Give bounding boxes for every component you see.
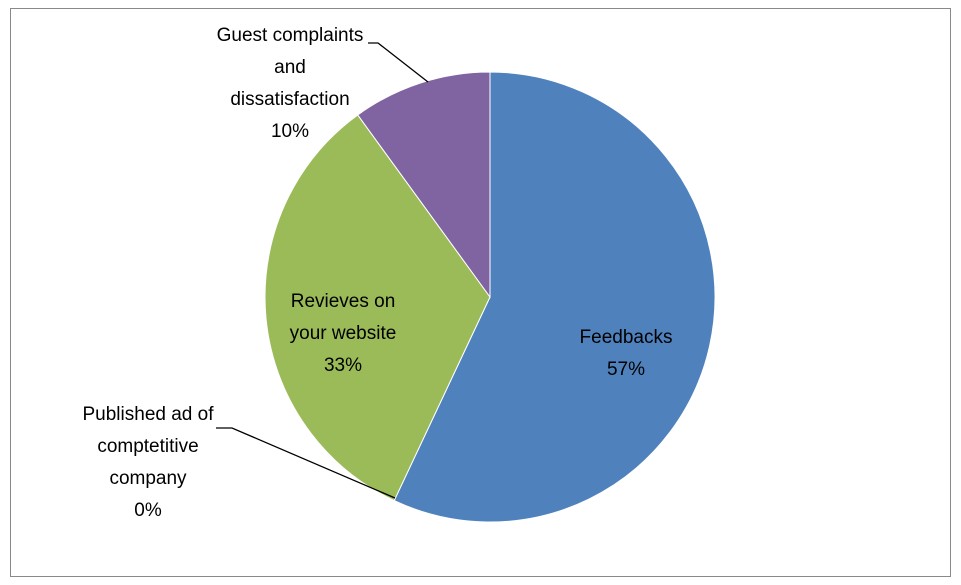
data-label: Guest complaints and dissatisfaction 10%: [215, 20, 365, 148]
value-label: 33%: [323, 355, 363, 376]
leader-line: [216, 427, 396, 499]
pie-slice: [357, 71, 491, 299]
data-label: Feedbacks 57%: [551, 322, 701, 386]
category-label: Revieves on your website: [289, 291, 397, 344]
pie: [264, 71, 716, 523]
value-label: 10%: [270, 121, 310, 142]
pie-slice: [393, 71, 716, 523]
value-label: 0%: [134, 500, 162, 521]
category-label: Published ad of comptetitive company: [82, 404, 214, 489]
pie-slice: [264, 114, 491, 502]
data-label: Published ad of comptetitive company 0%: [68, 399, 228, 527]
data-label: Revieves on your website 33%: [273, 286, 413, 382]
category-label: Guest complaints and dissatisfaction: [216, 25, 364, 110]
category-label: Feedbacks: [579, 327, 673, 348]
leader-line: [368, 42, 429, 83]
value-label: 57%: [606, 359, 646, 380]
